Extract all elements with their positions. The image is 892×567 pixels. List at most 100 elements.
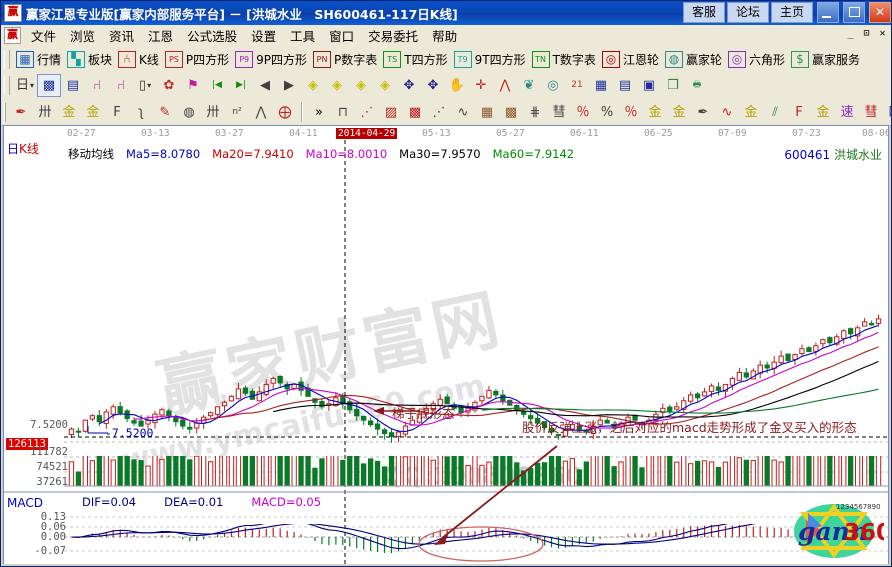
toolbar3-ladder-tool[interactable]: 彗 bbox=[548, 102, 570, 123]
toolbar1-9t-square[interactable]: T9 9T四方形 bbox=[452, 48, 528, 70]
toolbar2-multi-chart-3[interactable]: ⑁ bbox=[86, 75, 108, 96]
toolbar2-expand-right[interactable]: ◈ bbox=[326, 75, 348, 96]
toolbar-grip[interactable] bbox=[4, 76, 10, 95]
toolbar3-gold-slash[interactable]: 金 bbox=[812, 102, 834, 123]
toolbar3-grid-tool-2[interactable]: ▩ bbox=[500, 102, 522, 123]
toolbar3-parallel-lines[interactable]: ⋕ bbox=[524, 102, 546, 123]
toolbar3-f-grid[interactable]: F bbox=[106, 102, 128, 123]
toolbar2-formula-edit[interactable]: ✿ bbox=[158, 75, 180, 96]
toolbar1-t-number-table[interactable]: TN T数字表 bbox=[530, 48, 598, 70]
toolbar1-gann-wheel[interactable]: ◎ 江恩轮 bbox=[600, 48, 661, 70]
toolbar3-percent-red[interactable]: ％ bbox=[572, 102, 594, 123]
close-button[interactable]: ✕ bbox=[869, 2, 891, 23]
toolbar1-winner-service[interactable]: $ 赢家服务 bbox=[789, 48, 862, 70]
toolbar3-more-tools[interactable]: » bbox=[308, 102, 330, 123]
menu-item-news[interactable]: 资讯 bbox=[109, 29, 135, 44]
toolbar2-shrink-left[interactable]: ◈ bbox=[302, 75, 324, 96]
toolbar3-pattern-box[interactable]: ▩ bbox=[404, 102, 426, 123]
toolbar3-circle-grid[interactable]: ◍ bbox=[178, 102, 200, 123]
chevron-down-icon[interactable]: ▾ bbox=[147, 80, 152, 90]
maximize-button[interactable] bbox=[843, 2, 865, 23]
toolbar3-slash-green[interactable]: ⫽ bbox=[764, 102, 786, 123]
toolbar1-t-square[interactable]: TS T四方形 bbox=[381, 48, 449, 70]
menu-item-browse[interactable]: 浏览 bbox=[70, 29, 96, 44]
toolbar2-hand-tool[interactable]: ✋ bbox=[446, 75, 468, 96]
chart-area[interactable]: 赢家财富网 www.ymcaifu360.com QQ:100800360 bbox=[3, 125, 889, 565]
toolbar2-fit-chart[interactable]: ✥ bbox=[422, 75, 444, 96]
toolbar1-hexagon[interactable]: ◎ 六角形 bbox=[726, 48, 787, 70]
toolbar3-gann-fan-grid[interactable]: 卅 bbox=[34, 102, 56, 123]
toolbar3-n-square[interactable]: n² bbox=[226, 102, 248, 123]
menu-item-window[interactable]: 窗口 bbox=[329, 29, 355, 44]
toolbar3-red-slash[interactable]: 彗 bbox=[860, 102, 882, 123]
toolbar1-kline[interactable]: ⑃ K线 bbox=[116, 48, 161, 70]
toolbar-grip[interactable] bbox=[4, 102, 6, 122]
toolbar2-prev-page[interactable]: ◀ bbox=[254, 75, 276, 96]
toolbar2-candle-style[interactable]: ▯ ▾ bbox=[134, 75, 156, 96]
toolbar2-period-day[interactable]: 日 ▾ bbox=[14, 75, 36, 96]
toolbar1-winner-wheel[interactable]: ◍ 赢家轮 bbox=[663, 48, 724, 70]
toolbar3-pattern-red[interactable]: ▨ bbox=[380, 102, 402, 123]
toolbar3-pen-tool[interactable]: ✒ bbox=[10, 102, 32, 123]
toolbar3-gold-square[interactable]: 金 bbox=[740, 102, 762, 123]
toolbar2-color-palette[interactable]: ❦ bbox=[518, 75, 540, 96]
toolbar3-ink-tool[interactable]: ✒ bbox=[692, 102, 714, 123]
menu-item-formula-screen[interactable]: 公式选股 bbox=[187, 29, 238, 44]
toolbar1-quotes[interactable]: ▦ 行情 bbox=[14, 48, 63, 70]
chevron-down-icon[interactable]: ▾ bbox=[30, 80, 35, 90]
toolbar2-crosshair-tool[interactable]: ✛ bbox=[470, 75, 492, 96]
minimize-button[interactable] bbox=[817, 2, 839, 23]
toolbar3-wave-tool[interactable]: ∿ bbox=[452, 102, 474, 123]
forum-button[interactable]: 论坛 bbox=[727, 2, 769, 23]
toolbar1-sector[interactable]: ▚ 板块 bbox=[65, 48, 114, 70]
toolbar3-box-tool[interactable]: ⊓ bbox=[332, 102, 354, 123]
toolbar3-gold-grid-2[interactable]: 金 bbox=[82, 102, 104, 123]
menu-item-help[interactable]: 帮助 bbox=[432, 29, 458, 44]
mdi-restore-button[interactable]: ⊡ bbox=[863, 28, 870, 39]
toolbar2-calendar[interactable]: 21 bbox=[566, 75, 588, 96]
toolbar3-slope-lines[interactable]: ⋰ bbox=[428, 102, 450, 123]
toolbar2-multi-chart-9[interactable]: ⑁ bbox=[110, 75, 132, 96]
mdi-minimize-button[interactable]: _ bbox=[847, 28, 854, 39]
toolbar2-report-page[interactable]: ▤ bbox=[62, 75, 84, 96]
toolbar1-p-number-table[interactable]: PN P数字表 bbox=[311, 48, 379, 70]
toolbar2-grid-view[interactable]: ▦ bbox=[590, 75, 612, 96]
toolbar2-overlay-chart[interactable]: ▩ bbox=[37, 74, 61, 97]
toolbar2-list-view[interactable]: ▤ bbox=[614, 75, 636, 96]
toolbar3-gold-lines[interactable]: 金 bbox=[668, 102, 690, 123]
toolbar2-flag-marker[interactable]: ⚑ bbox=[182, 75, 204, 96]
toolbar3-spiral-tool[interactable]: ʅ bbox=[130, 102, 152, 123]
menu-item-tools[interactable]: 工具 bbox=[290, 29, 316, 44]
toolbar3-percent-tool[interactable]: % bbox=[596, 102, 618, 123]
toolbar2-zoom-horizontal[interactable]: ◈ bbox=[350, 75, 372, 96]
toolbar3-comb-grid[interactable]: 卅 bbox=[202, 102, 224, 123]
menu-item-gann[interactable]: 江恩 bbox=[148, 29, 174, 44]
menu-item-settings[interactable]: 设置 bbox=[251, 29, 277, 44]
toolbar1-9p-square[interactable]: P9 9P四方形 bbox=[233, 48, 309, 70]
toolbar2-save-layout[interactable]: ▣ bbox=[638, 75, 660, 96]
customer-service-button[interactable]: 客服 bbox=[683, 2, 725, 23]
toolbar2-link-tool[interactable]: ◎ bbox=[542, 75, 564, 96]
toolbar3-percent-grid[interactable]: ％ bbox=[620, 102, 642, 123]
toolbar3-wave-red[interactable]: ∿ bbox=[716, 102, 738, 123]
toolbar1-p-square[interactable]: PS P四方形 bbox=[163, 48, 231, 70]
toolbar2-first-record[interactable]: |◀ bbox=[206, 75, 228, 96]
mdi-close-button[interactable]: ✕ bbox=[879, 28, 886, 39]
toolbar3-grid-tool-1[interactable]: ▦ bbox=[476, 102, 498, 123]
toolbar2-last-record[interactable]: ▶| bbox=[230, 75, 252, 96]
toolbar3-brush-tool[interactable]: ✎ bbox=[154, 102, 176, 123]
menu-item-trading[interactable]: 交易委托 bbox=[368, 29, 419, 44]
toolbar3-fan-red[interactable]: ⋰ bbox=[356, 102, 378, 123]
menu-item-file[interactable]: 文件 bbox=[31, 29, 57, 44]
toolbar3-purple-slash[interactable]: 速 bbox=[836, 102, 858, 123]
toolbar2-print-chart[interactable]: 🖶 bbox=[686, 75, 708, 96]
toolbar3-f-red[interactable]: F bbox=[788, 102, 810, 123]
toolbar3-angle-tool[interactable]: ⋀ bbox=[250, 102, 272, 123]
toolbar2-copy-chart[interactable]: ❒ bbox=[662, 75, 684, 96]
homepage-button[interactable]: 主页 bbox=[771, 2, 813, 23]
toolbar2-draw-line-tool[interactable]: ⋀ bbox=[494, 75, 516, 96]
toolbar-grip[interactable] bbox=[4, 49, 10, 69]
toolbar2-zoom-in-chart[interactable]: ◈ bbox=[374, 75, 396, 96]
toolbar3-blue-slash[interactable]: 四 bbox=[884, 102, 891, 123]
toolbar2-next-page[interactable]: ▶ bbox=[278, 75, 300, 96]
